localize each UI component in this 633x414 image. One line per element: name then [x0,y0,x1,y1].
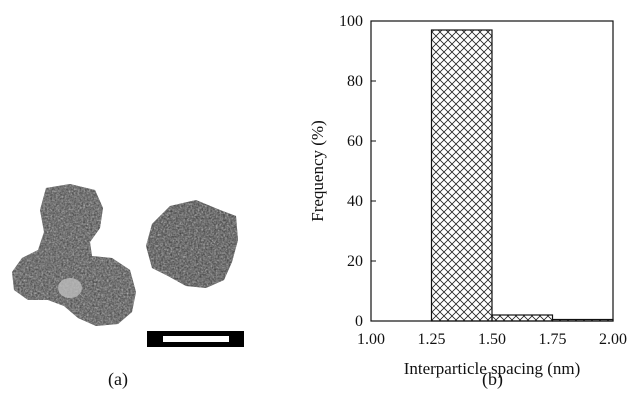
panel-label-a: (a) [108,369,128,389]
micrograph-image [12,184,244,347]
histogram-bar [431,30,492,321]
particle-cluster-left [12,184,136,326]
x-axis-label: Interparticle spacing (nm) [404,359,581,378]
y-tick-label: 0 [355,313,363,330]
x-tick-label: 1.00 [357,331,385,348]
y-tick-label: 20 [347,253,363,270]
x-tick-label: 1.75 [539,331,567,348]
histogram-bar [552,319,613,321]
x-tick-label: 1.50 [478,331,506,348]
y-tick-label: 60 [347,133,363,150]
panel-label-b: (b) [482,369,503,389]
y-tick-label: 40 [347,193,363,210]
y-tick-label: 100 [339,13,363,30]
histogram-bar [492,315,553,321]
y-tick-label: 80 [347,73,363,90]
scale-bar [147,331,244,347]
x-tick-label: 2.00 [599,331,627,348]
particle-cluster-right [146,200,238,288]
y-axis-label: Frequency (%) [308,120,327,222]
x-tick-label: 1.25 [418,331,446,348]
